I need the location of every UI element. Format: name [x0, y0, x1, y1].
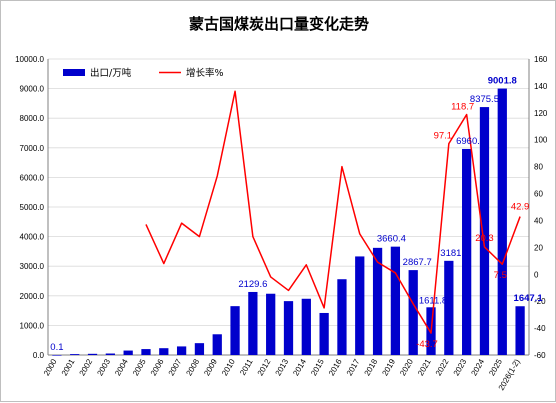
y-right-tick-label: 60 — [534, 190, 543, 199]
data-label: 3181.4 — [440, 248, 469, 259]
bar — [390, 246, 401, 355]
x-tick-label: 2020 — [398, 357, 415, 377]
data-label: 118.7 — [451, 102, 474, 113]
y-right-tick-label: 80 — [534, 163, 543, 172]
y-left-tick-label: 9000.0 — [20, 85, 45, 94]
x-tick-label: 2013 — [274, 357, 291, 377]
x-tick-label: 2001 — [60, 357, 77, 377]
data-label: 97.1 — [434, 131, 453, 142]
chart-title: 蒙古国煤炭出口量变化走势 — [188, 15, 369, 33]
legend-label-bar: 出口/万吨 — [90, 67, 132, 79]
bar — [248, 291, 258, 355]
y-right-tick-label: 0 — [534, 270, 539, 279]
y-left-tick-label: 2000.0 — [20, 292, 45, 301]
bar — [497, 88, 507, 355]
legend-swatch-bar — [63, 69, 85, 76]
bar — [159, 348, 169, 355]
y-right-tick-label: 120 — [534, 109, 548, 118]
y-left-tick-label: 5000.0 — [20, 203, 45, 212]
y-left-tick-label: 7000.0 — [20, 144, 45, 153]
bar — [479, 107, 490, 355]
bar — [123, 350, 133, 355]
bar — [87, 353, 98, 355]
x-tick-label: 2017 — [345, 357, 362, 377]
y-right-tick-label: 100 — [534, 136, 548, 145]
x-tick-label: 2023 — [452, 357, 469, 377]
bar — [194, 343, 205, 355]
x-tick-label: 2025 — [487, 357, 504, 377]
x-tick-label: 2022 — [434, 357, 451, 377]
data-label: -43.7 — [416, 339, 438, 350]
x-tick-label: 2002 — [78, 357, 95, 377]
y-left-tick-label: 4000.0 — [20, 233, 45, 242]
bar — [301, 298, 311, 355]
legend-label-line: 增长率% — [186, 67, 224, 79]
data-label: 0.1 — [50, 342, 63, 353]
bar — [70, 354, 80, 355]
x-tick-label: 2008 — [184, 357, 201, 377]
data-label: 1611.8 — [419, 295, 447, 306]
y-right-tick-label: 40 — [534, 216, 543, 225]
x-tick-label: 2015 — [309, 357, 326, 377]
bar — [355, 256, 365, 355]
x-tick-label: 2024 — [470, 357, 487, 377]
x-tick-label: 2021 — [416, 357, 433, 377]
data-label: 42.9 — [511, 202, 530, 213]
y-left-tick-label: 1000.0 — [20, 321, 45, 330]
growth-rate-line — [145, 90, 521, 334]
bar — [52, 354, 62, 356]
bar — [141, 349, 151, 355]
data-label: 1647.1 — [514, 293, 544, 304]
x-tick-label: 2009 — [202, 357, 219, 377]
y-right-tick-label: -20 — [534, 297, 546, 306]
x-tick-label: 2016 — [327, 357, 344, 377]
x-tick-label: 2006 — [149, 357, 166, 377]
y-left-tick-label: 10000.0 — [15, 55, 44, 64]
bar — [515, 306, 525, 355]
bar — [408, 270, 418, 355]
bar — [444, 260, 454, 355]
bar — [372, 247, 383, 355]
y-right-tick-label: -60 — [534, 351, 546, 360]
data-label: 8375.5 — [470, 94, 499, 105]
x-tick-label: 2018 — [363, 357, 380, 377]
x-tick-label: 2004 — [113, 357, 130, 377]
y-right-tick-label: -40 — [534, 324, 546, 333]
bar — [212, 334, 222, 355]
bar — [462, 148, 472, 355]
x-tick-label: 2012 — [256, 357, 273, 377]
y-right-tick-label: 140 — [534, 82, 548, 91]
bar — [319, 312, 329, 355]
bar — [230, 306, 240, 355]
x-tick-label: 2019 — [380, 357, 397, 377]
x-tick-label: 2007 — [167, 357, 184, 377]
bar — [176, 346, 187, 355]
data-label: 20.3 — [475, 233, 494, 244]
data-label: 6960.8 — [456, 136, 485, 147]
x-tick-label: 2011 — [238, 357, 255, 377]
bar — [283, 301, 294, 355]
x-tick-label: 2010 — [220, 357, 237, 377]
y-left-tick-label: 0.0 — [33, 351, 45, 360]
data-label: 3660.4 — [377, 234, 406, 245]
y-left-tick-label: 6000.0 — [20, 173, 45, 182]
data-label: 2867.7 — [403, 257, 432, 268]
y-right-tick-label: 160 — [534, 55, 548, 64]
bar — [105, 353, 115, 355]
bar — [337, 279, 347, 355]
x-tick-label: 2014 — [291, 357, 308, 377]
y-left-tick-label: 8000.0 — [20, 114, 45, 123]
data-label: 7.5 — [494, 270, 507, 281]
data-label: 9001.8 — [488, 76, 517, 87]
x-tick-label: 2000 — [42, 357, 59, 377]
x-tick-label: 2005 — [131, 357, 148, 377]
x-tick-label: 2003 — [95, 357, 112, 377]
y-right-tick-label: 20 — [534, 243, 543, 252]
y-left-tick-label: 3000.0 — [20, 262, 45, 271]
bar — [266, 293, 276, 355]
data-label: 2129.6 — [238, 279, 267, 290]
